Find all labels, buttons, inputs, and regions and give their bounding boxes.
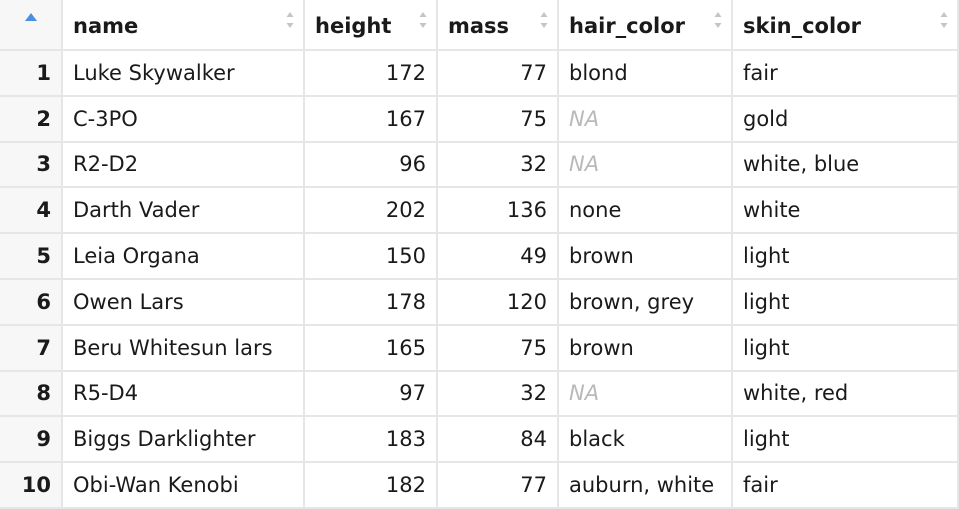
cell-height: 96 bbox=[305, 142, 438, 189]
column-header-label: skin_color bbox=[743, 13, 861, 38]
row-index: 8 bbox=[0, 371, 63, 418]
cell-skin-color: light bbox=[733, 325, 959, 372]
cell-name: Leia Organa bbox=[63, 234, 305, 280]
cell-hair-color: NA bbox=[559, 142, 733, 189]
cell-mass: 77 bbox=[438, 463, 559, 509]
column-header-label: height bbox=[315, 13, 392, 38]
cell-height: 178 bbox=[305, 279, 438, 326]
row-index: 10 bbox=[0, 463, 63, 509]
cell-name: Biggs Darklighter bbox=[63, 417, 305, 464]
cell-height: 183 bbox=[305, 417, 438, 464]
cell-mass: 120 bbox=[438, 279, 559, 326]
sort-arrows-icon[interactable] bbox=[540, 11, 548, 29]
cell-skin-color: white, blue bbox=[733, 142, 959, 189]
row-index-sort-header[interactable] bbox=[0, 0, 63, 51]
row-index: 6 bbox=[0, 279, 63, 326]
cell-mass: 84 bbox=[438, 417, 559, 464]
row-index: 7 bbox=[0, 325, 63, 372]
cell-mass: 32 bbox=[438, 142, 559, 189]
cell-hair-color: brown, grey bbox=[559, 279, 733, 326]
row-index: 5 bbox=[0, 234, 63, 280]
sort-ascending-icon bbox=[24, 12, 37, 21]
row-index: 1 bbox=[0, 51, 63, 97]
cell-skin-color: light bbox=[733, 417, 959, 464]
cell-skin-color: light bbox=[733, 234, 959, 280]
cell-skin-color: fair bbox=[733, 463, 959, 509]
cell-height: 97 bbox=[305, 371, 438, 418]
sort-arrows-icon[interactable] bbox=[286, 11, 294, 29]
column-header-label: hair_color bbox=[569, 13, 686, 38]
cell-hair-color: NA bbox=[559, 96, 733, 143]
cell-mass: 32 bbox=[438, 371, 559, 418]
cell-hair-color: none bbox=[559, 188, 733, 235]
column-header-height[interactable]: height bbox=[305, 0, 438, 51]
cell-skin-color: white, red bbox=[733, 371, 959, 418]
cell-skin-color: gold bbox=[733, 96, 959, 143]
row-index: 4 bbox=[0, 188, 63, 235]
sort-arrows-icon[interactable] bbox=[714, 11, 722, 29]
row-index: 2 bbox=[0, 96, 63, 143]
cell-hair-color: brown bbox=[559, 234, 733, 280]
cell-hair-color: black bbox=[559, 417, 733, 464]
cell-mass: 49 bbox=[438, 234, 559, 280]
cell-height: 167 bbox=[305, 96, 438, 143]
cell-skin-color: fair bbox=[733, 51, 959, 97]
cell-height: 202 bbox=[305, 188, 438, 235]
cell-height: 150 bbox=[305, 234, 438, 280]
cell-name: Beru Whitesun lars bbox=[63, 325, 305, 372]
row-index: 3 bbox=[0, 142, 63, 189]
cell-height: 182 bbox=[305, 463, 438, 509]
cell-hair-color: NA bbox=[559, 371, 733, 418]
cell-hair-color: brown bbox=[559, 325, 733, 372]
column-header-label: name bbox=[73, 13, 139, 38]
cell-name: R2-D2 bbox=[63, 142, 305, 189]
cell-height: 165 bbox=[305, 325, 438, 372]
column-header-mass[interactable]: mass bbox=[438, 0, 559, 51]
sort-arrows-icon[interactable] bbox=[419, 11, 427, 29]
cell-hair-color: blond bbox=[559, 51, 733, 97]
cell-name: Obi-Wan Kenobi bbox=[63, 463, 305, 509]
cell-name: Darth Vader bbox=[63, 188, 305, 235]
cell-height: 172 bbox=[305, 51, 438, 97]
cell-name: C-3PO bbox=[63, 96, 305, 143]
cell-name: Luke Skywalker bbox=[63, 51, 305, 97]
sort-arrows-icon[interactable] bbox=[940, 11, 948, 29]
column-header-hair-color[interactable]: hair_color bbox=[559, 0, 733, 51]
cell-hair-color: auburn, white bbox=[559, 463, 733, 509]
column-header-name[interactable]: name bbox=[63, 0, 305, 51]
cell-mass: 77 bbox=[438, 51, 559, 97]
cell-mass: 75 bbox=[438, 325, 559, 372]
column-header-skin-color[interactable]: skin_color bbox=[733, 0, 959, 51]
cell-name: R5-D4 bbox=[63, 371, 305, 418]
cell-mass: 75 bbox=[438, 96, 559, 143]
cell-skin-color: light bbox=[733, 279, 959, 326]
cell-name: Owen Lars bbox=[63, 279, 305, 326]
cell-skin-color: white bbox=[733, 188, 959, 235]
cell-mass: 136 bbox=[438, 188, 559, 235]
row-index: 9 bbox=[0, 417, 63, 464]
column-header-label: mass bbox=[448, 13, 510, 38]
